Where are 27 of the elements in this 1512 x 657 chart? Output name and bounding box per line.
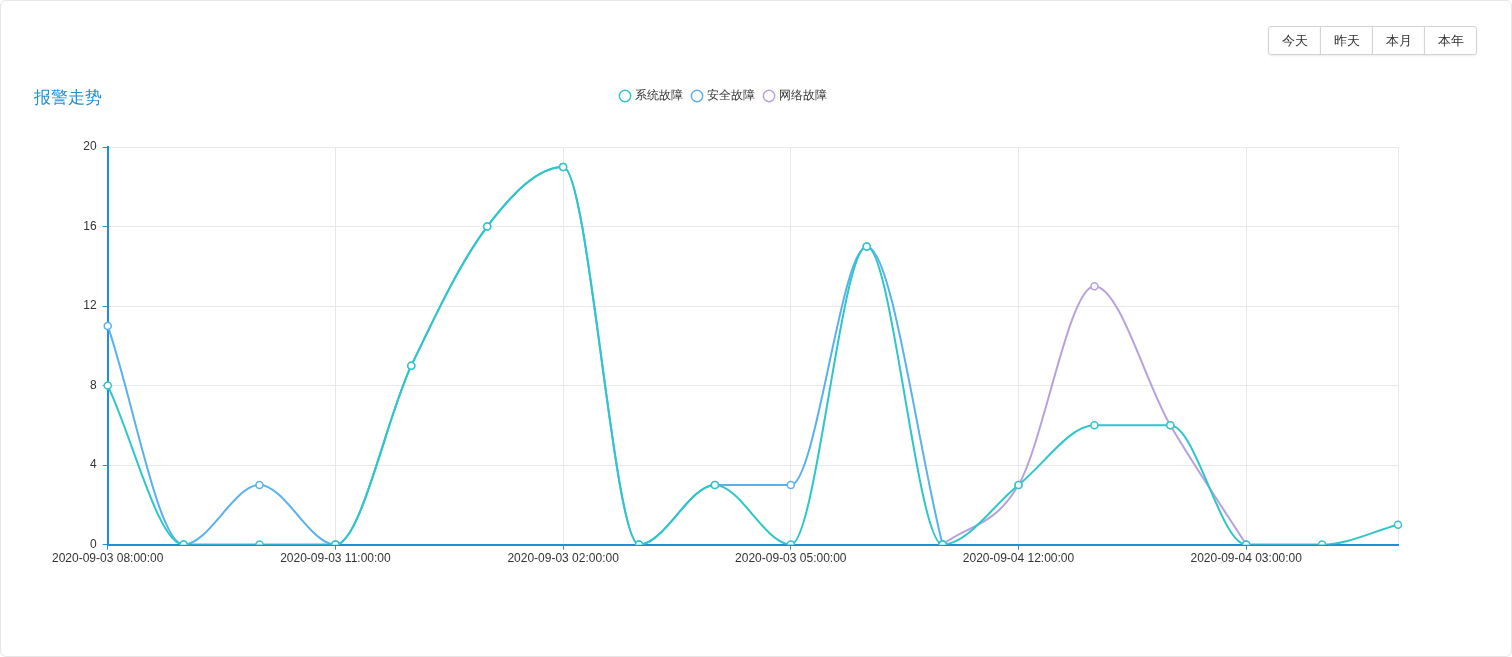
point bbox=[103, 321, 112, 331]
y-tick-label: 16 bbox=[83, 218, 98, 233]
legend-label: 安全故障 bbox=[707, 88, 755, 103]
legend-label: 网络故障 bbox=[779, 88, 827, 103]
x-tick-label: 2020-09-03 02:00:00 bbox=[507, 551, 620, 566]
button[interactable]: 本月 bbox=[1372, 26, 1425, 55]
button[interactable]: 本年 bbox=[1424, 26, 1477, 55]
point bbox=[255, 480, 264, 490]
point bbox=[103, 381, 112, 390]
chart-title: 报警走势 bbox=[34, 87, 102, 109]
y-tick-label: 8 bbox=[90, 377, 98, 392]
button[interactable]: 昨天 bbox=[1320, 26, 1373, 55]
y-tick-label: 4 bbox=[90, 457, 98, 472]
x-tick-label: 2020-09-04 03:00:00 bbox=[1190, 551, 1303, 566]
x-tick-label: 2020-09-03 11:00:00 bbox=[280, 551, 391, 566]
point bbox=[1393, 520, 1403, 529]
x-tick-label: 2020-09-04 12:00:00 bbox=[962, 551, 1075, 566]
legend-label: 系统故障 bbox=[635, 88, 683, 103]
button[interactable]: 今天 bbox=[1268, 26, 1321, 55]
point bbox=[786, 480, 796, 490]
y-tick-label: 12 bbox=[83, 298, 98, 313]
y-tick-label: 0 bbox=[90, 536, 98, 551]
point bbox=[1090, 281, 1099, 291]
x-tick-label: 2020-09-03 05:00:00 bbox=[735, 551, 847, 566]
x-tick-label: 2020-09-03 08:00:00 bbox=[52, 551, 164, 566]
y-tick-label: 20 bbox=[83, 139, 98, 154]
point bbox=[1090, 421, 1099, 430]
